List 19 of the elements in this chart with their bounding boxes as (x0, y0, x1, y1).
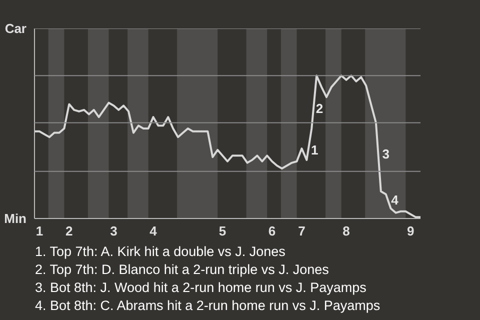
x-tick-label: 1 (36, 224, 44, 238)
text: Car (4, 21, 27, 36)
x-tick-label: 4 (150, 224, 158, 238)
text: 4. Bot 8th: C. Abrams hit a 2-run home run vs J. Payamps (35, 298, 380, 313)
annotation: 2 (316, 101, 324, 116)
text: 2. Top 7th: D. Blanco hit a 2-run triple vs J. Jones (35, 262, 329, 277)
x-tick-label: 2 (66, 224, 73, 238)
x-tick-label: 6 (268, 224, 276, 238)
x-tick-label: 7 (298, 224, 306, 238)
x-tick-label: 8 (342, 224, 350, 238)
annotation: 3 (382, 146, 390, 162)
annotation: 1 (310, 142, 318, 158)
x-tick-label: 9 (406, 224, 414, 238)
x-tick-label: 3 (110, 224, 118, 238)
x-tick-label: 5 (218, 224, 226, 238)
text: Min (4, 211, 27, 226)
text: 3. Bot 8th: J. Wood hit a 2-run home run vs J. Payamps (35, 280, 366, 295)
annotation: 4 (391, 192, 400, 208)
text: 1. Top 7th: A. Kirk hit a double vs J. Jones (35, 244, 286, 259)
